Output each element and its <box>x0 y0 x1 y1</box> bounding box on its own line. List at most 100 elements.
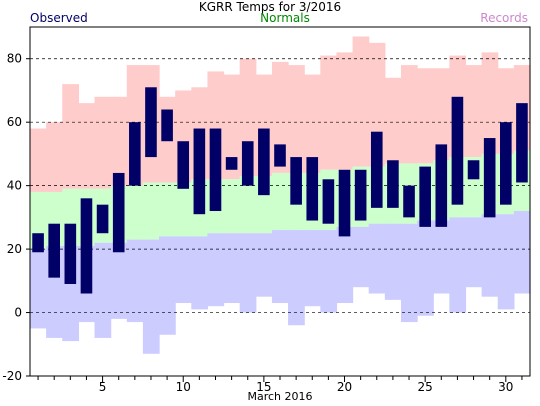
observed-bar <box>80 198 93 294</box>
record-low-bar <box>126 239 144 323</box>
record-high-bar <box>30 128 47 192</box>
record-low-bar <box>384 223 402 300</box>
record-high-bar <box>481 52 499 154</box>
record-low-bar <box>433 220 450 294</box>
normal-range-bar <box>223 179 241 234</box>
observed-bar <box>467 160 480 180</box>
observed-bar <box>258 128 270 196</box>
observed-bar <box>370 131 383 208</box>
observed-bar <box>161 109 173 142</box>
observed-bar <box>209 128 222 212</box>
record-low-bar <box>110 242 128 319</box>
x-tick-label: 10 <box>176 380 191 394</box>
x-tick-label: 5 <box>99 380 107 394</box>
observed-bar <box>193 128 206 215</box>
observed-bar <box>516 103 528 183</box>
y-tick-label: 80 <box>7 52 22 66</box>
observed-bar <box>64 223 77 284</box>
normal-range-bar <box>142 182 160 240</box>
x-tick-label: 25 <box>418 380 433 394</box>
observed-bar <box>32 233 44 253</box>
record-low-bar <box>271 230 289 304</box>
record-low-bar <box>207 233 225 307</box>
record-low-bar <box>368 223 386 294</box>
record-low-bar <box>159 236 176 335</box>
record-low-bar <box>320 230 338 313</box>
record-low-bar <box>465 217 483 288</box>
observed-bar <box>48 223 60 278</box>
observed-bar <box>435 144 448 227</box>
record-high-bar <box>78 103 96 189</box>
observed-bar <box>419 166 431 227</box>
observed-bar <box>322 179 335 224</box>
x-tick-label: 20 <box>337 380 352 394</box>
observed-bar <box>387 160 399 208</box>
record-low-bar <box>175 236 192 304</box>
x-tick-label: 30 <box>498 380 513 394</box>
record-high-bar <box>433 68 450 161</box>
observed-bar <box>354 169 367 221</box>
normal-range-bar <box>239 176 257 234</box>
record-low-bar <box>30 249 47 329</box>
observed-bar <box>274 144 286 167</box>
record-low-bar <box>304 230 321 307</box>
record-high-bar <box>384 77 402 164</box>
y-tick-label: -20 <box>2 369 22 383</box>
record-low-bar <box>239 233 257 313</box>
observed-bar <box>145 87 157 158</box>
record-high-bar <box>465 65 483 158</box>
observed-bar <box>112 172 125 253</box>
observed-bar <box>483 138 496 218</box>
legend-normals: Normals <box>260 11 310 25</box>
record-low-bar <box>481 214 499 297</box>
x-axis-label: March 2016 <box>247 390 313 403</box>
observed-bar <box>500 122 512 205</box>
normal-range-bar <box>159 182 176 237</box>
observed-bar <box>451 96 464 205</box>
y-tick-label: 40 <box>7 179 22 193</box>
record-high-bar <box>62 84 79 189</box>
record-high-bar <box>417 68 434 164</box>
x-tick-label: 15 <box>256 380 271 394</box>
record-low-bar <box>400 223 418 323</box>
chart-title: KGRR Temps for 3/2016 <box>198 0 342 14</box>
record-high-bar <box>304 74 321 173</box>
y-tick-label: 0 <box>14 306 22 320</box>
record-low-bar <box>191 236 209 310</box>
record-high-bar <box>110 96 128 186</box>
legend-observed: Observed <box>30 11 88 25</box>
record-high-bar <box>320 55 338 170</box>
observed-bar <box>241 141 254 186</box>
observed-bar <box>306 157 319 221</box>
record-low-bar <box>142 239 160 354</box>
observed-bar <box>129 122 141 186</box>
record-low-bar <box>223 233 241 304</box>
legend-records: Records <box>480 11 528 25</box>
observed-bar <box>403 185 415 218</box>
observed-bar <box>338 169 351 237</box>
record-high-bar <box>336 52 354 170</box>
record-high-bar <box>46 122 63 192</box>
record-low-bar <box>352 226 370 288</box>
record-high-bar <box>288 65 305 173</box>
observed-bar <box>290 157 302 205</box>
record-high-bar <box>352 36 370 167</box>
y-tick-label: 60 <box>7 115 22 129</box>
record-low-bar <box>255 233 273 297</box>
y-tick-label: 20 <box>7 242 22 256</box>
record-low-bar <box>336 226 354 304</box>
normal-range-bar <box>126 185 144 240</box>
record-low-bar <box>513 211 531 294</box>
normal-range-bar <box>271 172 289 231</box>
record-low-bar <box>417 220 434 316</box>
record-high-bar <box>94 96 112 189</box>
record-high-bar <box>223 74 241 180</box>
record-low-bar <box>288 230 305 326</box>
record-low-bar <box>449 217 467 313</box>
record-high-bar <box>400 65 418 164</box>
observed-bar <box>177 141 190 189</box>
normal-range-bar <box>175 182 192 237</box>
record-low-bar <box>94 242 112 338</box>
observed-bar <box>96 204 109 234</box>
